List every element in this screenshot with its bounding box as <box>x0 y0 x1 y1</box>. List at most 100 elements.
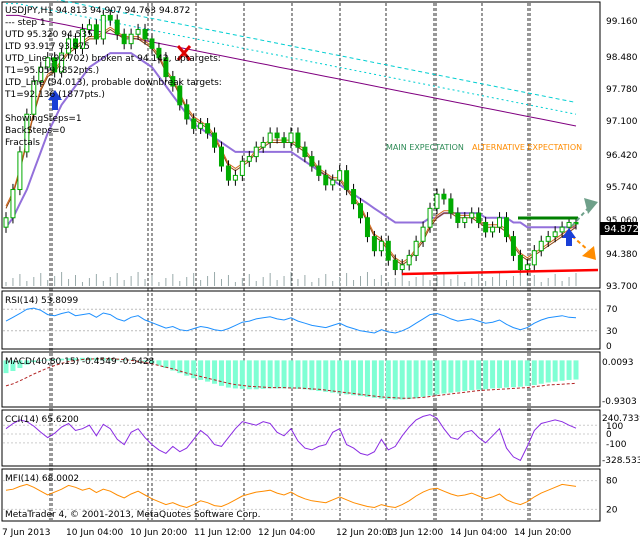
cci-panel[interactable] <box>1 409 601 467</box>
macd-bar <box>184 360 190 376</box>
time-tick-label: 11 Jun 12:00 <box>194 528 251 538</box>
current-price-label: 94.872 <box>604 224 639 235</box>
footer-text: MetaTrader 4, © 2001-2013, MetaQuotes So… <box>5 510 261 520</box>
rsi-tick-label: 30 <box>606 327 618 337</box>
candle-body <box>198 123 204 129</box>
macd-bar <box>462 360 468 391</box>
macd-bar <box>385 360 391 400</box>
macd-bar <box>455 360 461 392</box>
macd-bar <box>163 360 169 369</box>
candle-body <box>142 29 148 40</box>
time-tick-label: 12 Jun 04:00 <box>258 528 315 538</box>
price-tick-label: 99.160 <box>606 17 638 27</box>
candle-body <box>427 207 433 228</box>
macd-bar <box>191 360 197 379</box>
ltd-line: LTD 93.917 93.975 <box>5 42 90 52</box>
candle-body <box>45 57 51 68</box>
macd-bar <box>358 360 364 397</box>
macd-bar <box>267 360 273 389</box>
candle-body <box>420 226 426 242</box>
cci-tick-label: 100 <box>606 422 623 432</box>
step-line: --- step 1 <box>5 18 46 28</box>
macd-bar <box>337 360 343 394</box>
candle-body <box>114 19 120 35</box>
macd-tick-label: -0.9303 <box>602 397 637 407</box>
macd-bar <box>177 360 183 374</box>
macd-bar <box>295 360 301 389</box>
macd-bar <box>38 360 44 361</box>
price-panel[interactable] <box>1 1 601 289</box>
candle-body <box>358 203 364 219</box>
candle-body <box>517 254 523 271</box>
macd-bar <box>420 360 426 397</box>
candle-body <box>469 212 475 219</box>
macd-bar <box>239 360 245 389</box>
candle-body <box>288 132 294 143</box>
time-tick-label: 14 Jun 20:00 <box>514 528 571 538</box>
macd-bar <box>497 360 503 388</box>
macd-bar <box>364 360 370 397</box>
candle-body <box>344 170 350 191</box>
candle-body <box>434 193 440 209</box>
candle-body <box>3 217 9 228</box>
rsi-line <box>5 307 577 334</box>
cci-tick-label: 0 <box>606 430 612 440</box>
macd-bar <box>330 360 336 393</box>
macd-bar <box>205 360 211 382</box>
macd-bar <box>573 360 579 380</box>
macd-bar <box>31 360 37 363</box>
macd-bar <box>399 360 405 400</box>
macd-bar <box>73 358 79 361</box>
candle-body <box>170 76 176 87</box>
candle-body <box>212 132 218 148</box>
macd-bar <box>566 360 572 380</box>
candle-body <box>17 151 23 191</box>
macd-bar <box>45 359 51 361</box>
macd-bar <box>225 360 231 388</box>
channel-upper-line <box>56 0 577 103</box>
candle-body <box>79 29 85 49</box>
candle-body <box>10 189 16 219</box>
price-series <box>3 0 579 286</box>
macd-bar <box>517 360 523 387</box>
time-tick-label: 14 Jun 04:00 <box>450 528 507 538</box>
price-tick-label: 94.380 <box>606 250 638 260</box>
candle-body <box>385 240 391 261</box>
macd-tick-label: 0.0093 <box>602 358 634 368</box>
buy-arrow-icon <box>48 90 62 110</box>
sell-cross-icon <box>176 45 192 61</box>
rsi-panel[interactable] <box>1 290 601 350</box>
macd-bar <box>52 359 58 361</box>
macd-bar <box>288 360 294 389</box>
candle-body <box>100 14 106 40</box>
candle-body <box>441 193 447 200</box>
fractals-line: Fractals <box>5 138 40 148</box>
main-expectation-arrowhead-icon <box>584 198 598 214</box>
cci-tick-label: 240.7339 <box>602 414 640 424</box>
macd-bar <box>392 360 398 400</box>
candle-body <box>364 217 370 238</box>
candle-body <box>253 146 259 158</box>
macd-bar <box>371 360 377 398</box>
macd-bar <box>107 358 113 361</box>
macd-bar <box>469 360 475 391</box>
macd-bar <box>149 360 155 364</box>
macd-bar <box>323 360 329 392</box>
mfi-series <box>3 480 599 510</box>
rsi-tick-label: 0 <box>606 342 612 352</box>
candle-body <box>309 156 315 167</box>
candle-body <box>135 29 141 35</box>
macd-bar <box>274 360 280 389</box>
macd-bar <box>531 360 537 386</box>
macd-bar <box>253 360 259 390</box>
candle-body <box>121 33 127 45</box>
macd-bar <box>344 360 350 395</box>
buy-arrow-icon <box>562 228 576 246</box>
candle-body <box>316 165 322 176</box>
price-tick-label: 96.420 <box>606 151 638 161</box>
candle-body <box>552 231 558 238</box>
macd-bar <box>538 360 544 384</box>
macd-bar <box>552 360 558 382</box>
macd-label: MACD(40,80,15) -0.4549 -0.5428 <box>5 357 155 367</box>
